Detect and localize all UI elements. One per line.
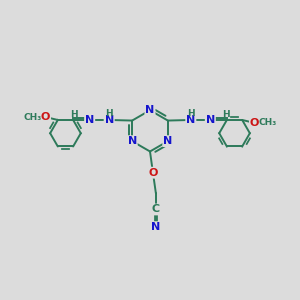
- Text: N: N: [206, 115, 215, 125]
- Text: H: H: [105, 109, 113, 118]
- Text: O: O: [148, 168, 158, 178]
- Text: N: N: [151, 222, 160, 232]
- Text: O: O: [250, 118, 259, 128]
- Text: H: H: [70, 110, 78, 118]
- Text: N: N: [146, 105, 154, 115]
- Text: H: H: [187, 109, 195, 118]
- Text: O: O: [41, 112, 50, 122]
- Text: C: C: [152, 205, 160, 214]
- Text: CH₃: CH₃: [259, 118, 277, 127]
- Text: N: N: [186, 115, 195, 125]
- Text: CH₃: CH₃: [24, 112, 42, 122]
- Text: N: N: [128, 136, 137, 146]
- Text: N: N: [105, 115, 114, 125]
- Text: N: N: [85, 115, 94, 125]
- Text: H: H: [222, 110, 230, 118]
- Text: N: N: [163, 136, 172, 146]
